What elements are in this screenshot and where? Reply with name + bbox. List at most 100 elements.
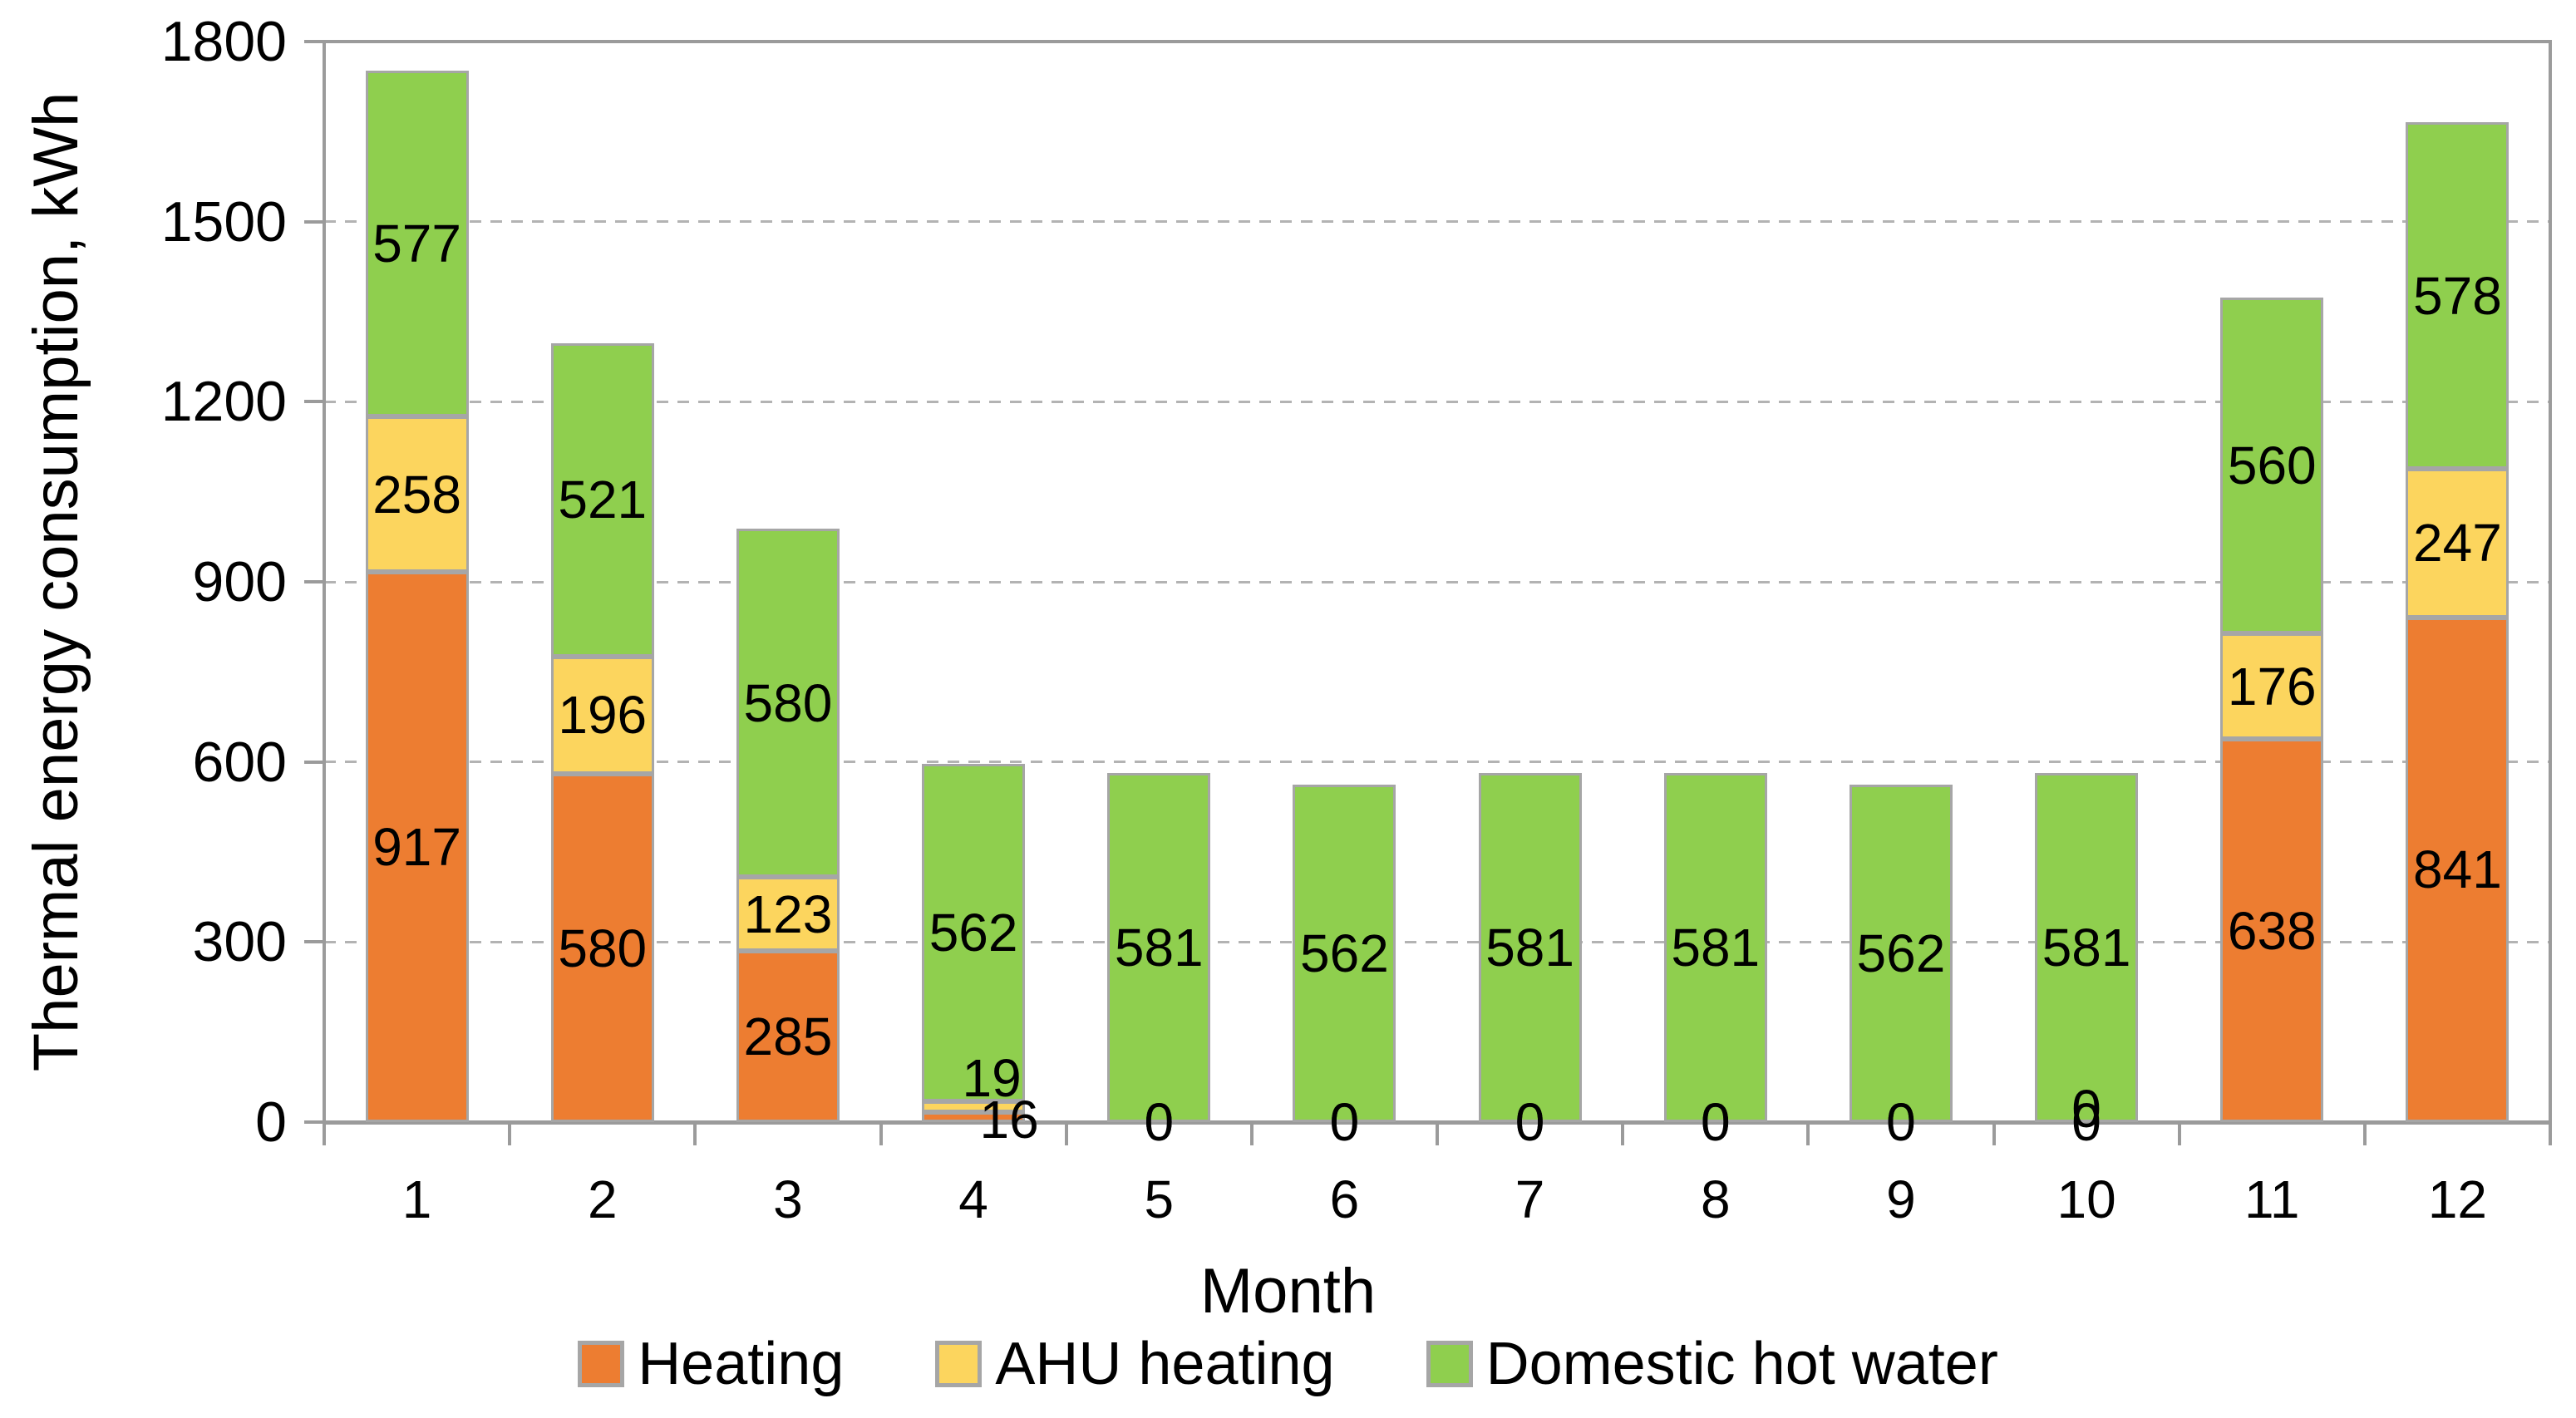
x-tick-label: 6 [1329,1169,1360,1229]
bar-segment-heating-month-3 [736,951,840,1122]
x-tick [1436,1122,1439,1145]
y-tick [304,760,324,764]
x-tick [2177,1122,2181,1145]
x-tick [1992,1122,1996,1145]
legend-label: Domestic hot water [1485,1331,1998,1397]
plot-border-top [323,40,2552,43]
bar-segment-domestic-hot-water-month-1 [365,70,469,417]
data-label-zero: 0 [1700,1092,1731,1152]
bar-segment-domestic-hot-water-month-3 [736,529,840,878]
legend: Heating AHU heating Domestic hot water [0,1327,2576,1401]
data-label: 562 [928,902,1018,963]
x-tick-label: 3 [773,1169,803,1229]
y-tick-label: 1500 [160,190,287,254]
data-label-zero: 0 [1329,1092,1360,1152]
bar-segment-domestic-hot-water-month-10 [2035,773,2139,1122]
legend-label: Heating [638,1331,845,1397]
bar-segment-heating-month-2 [550,774,654,1122]
bar-segment-ahu-heating-month-11 [2220,633,2324,740]
x-tick-label: 7 [1515,1169,1545,1229]
x-tick [1249,1122,1254,1145]
data-label: 285 [743,1007,833,1067]
data-label: 581 [2042,918,2131,978]
x-tick [1064,1122,1068,1145]
data-label-zero: 0 [1886,1092,1916,1152]
legend-item-heating: Heating [578,1327,844,1401]
data-label: 581 [1114,918,1204,978]
x-tick [879,1122,883,1145]
data-label: 580 [558,918,648,978]
bar-segment-heating-month-11 [2220,739,2324,1122]
bar-segment-domestic-hot-water-month-11 [2220,297,2324,634]
legend-swatch-icon [935,1341,983,1387]
bar-segment-domestic-hot-water-month-7 [1478,773,1582,1122]
data-label: 841 [2413,839,2502,900]
bar-segment-domestic-hot-water-month-2 [550,343,654,657]
y-tick-label: 900 [192,550,287,613]
data-label: 521 [558,470,648,530]
data-label-zero: 0 [2071,1079,2101,1139]
y-tick-label: 300 [192,910,287,974]
x-tick-label: 5 [1144,1169,1175,1229]
data-label-tiny: 19 [962,1048,1022,1108]
gridline-300 [324,940,2550,943]
data-label-tiny: 16 [979,1090,1039,1150]
y-tick-label: 600 [192,730,287,794]
y-tick-label: 0 [255,1091,287,1154]
data-label: 123 [743,884,833,944]
data-label-zero: 0 [1700,1092,1731,1152]
legend-item-domestic-hot-water: Domestic hot water [1426,1327,1998,1401]
data-label: 176 [2227,656,2317,716]
x-tick-label: 8 [1700,1169,1731,1229]
data-label-zero: 0 [1144,1092,1175,1152]
x-tick-label: 4 [958,1169,988,1229]
plot-border-right [2549,40,2552,1124]
gridline-1500 [324,220,2550,224]
x-tick [1621,1122,1625,1145]
y-tick [304,40,324,43]
data-label: 196 [558,685,648,746]
bar-segment-heating-month-1 [365,571,469,1122]
legend-item-ahu-heating: AHU heating [935,1327,1335,1401]
bar-segment-ahu-heating-month-1 [365,416,469,572]
data-label: 581 [1671,918,1761,978]
legend-label: AHU heating [995,1331,1335,1397]
y-tick-label: 1800 [160,10,287,73]
x-tick-label: 9 [1886,1169,1916,1229]
data-label: 581 [1485,918,1574,978]
bar-segment-domestic-hot-water-month-12 [2406,121,2510,470]
gridline-1200 [324,400,2550,403]
bar-segment-ahu-heating-month-2 [550,656,654,775]
y-tick [304,1120,324,1124]
bar-segment-ahu-heating-month-3 [736,877,840,952]
y-tick-label: 1200 [160,370,287,434]
y-tick [304,580,324,583]
data-label-zero: 0 [1144,1092,1175,1152]
bar-segment-heating-month-12 [2406,617,2510,1122]
legend-swatch-icon [578,1341,625,1387]
bar-segment-domestic-hot-water-month-8 [1663,773,1767,1122]
data-label-zero: 0 [1329,1092,1360,1152]
data-label: 258 [372,464,461,524]
data-label: 247 [2413,513,2502,574]
x-tick [508,1122,512,1145]
x-axis-title: Month [1199,1256,1377,1327]
x-tick-label: 11 [2244,1169,2300,1229]
y-tick [304,400,324,404]
x-tick-label: 12 [2427,1169,2487,1229]
data-label: 578 [2413,265,2502,326]
data-label-zero: 0 [1515,1092,1545,1152]
y-tick [304,940,324,944]
bar-segment-domestic-hot-water-month-4 [922,763,1026,1101]
x-tick-label: 10 [2056,1169,2116,1229]
bar-segment-ahu-heating-month-12 [2406,469,2510,618]
data-label: 562 [1856,923,1946,984]
x-tick [2549,1122,2552,1145]
data-label: 580 [743,672,833,733]
data-label-zero: 0 [1515,1092,1545,1152]
data-label: 577 [372,214,461,274]
gridline-900 [324,580,2550,583]
x-tick-label: 1 [401,1169,432,1229]
